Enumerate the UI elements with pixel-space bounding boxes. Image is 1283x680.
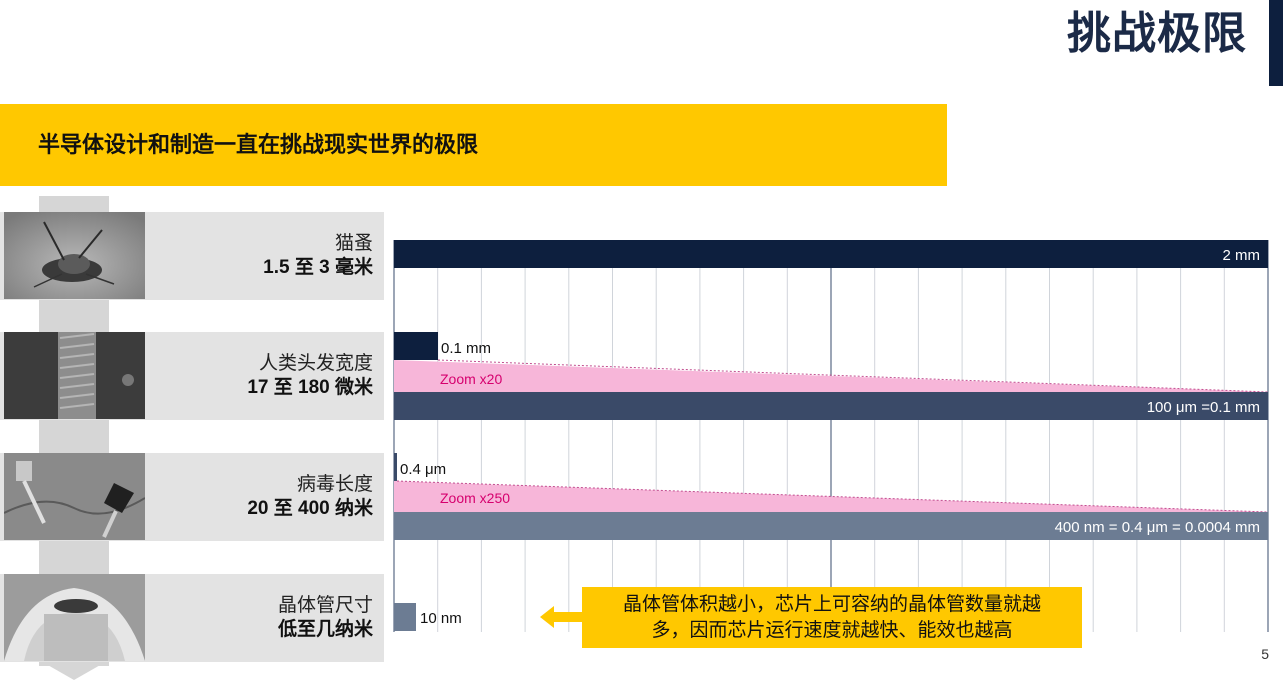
callout-text-line2: 多，因而芯片运行速度就越快、能效也越高 <box>651 620 1013 641</box>
label-hair-zoom: Zoom x20 <box>440 371 502 387</box>
callout-box <box>582 587 1082 648</box>
bar-transistor <box>394 603 416 631</box>
label-hair-full: 100 μm =0.1 mm <box>1147 399 1260 416</box>
row-size-virus: 20 至 400 纳米 <box>247 498 373 519</box>
row-name-hair: 人类头发宽度 <box>258 353 373 374</box>
row-name-flea: 猫蚤 <box>334 233 373 254</box>
label-virus-full: 400 nm = 0.4 μm = 0.0004 mm <box>1055 519 1260 536</box>
subtitle-banner <box>0 104 947 186</box>
bar-virus-full <box>394 512 1268 540</box>
hair-photo-icon <box>4 332 145 419</box>
zoom-hair-wedge <box>394 360 1268 392</box>
subtitle-text: 半导体设计和制造一直在挑战现实世界的极限 <box>38 132 479 157</box>
page-number: 5 <box>1261 646 1269 662</box>
chart-grid <box>393 240 1269 632</box>
label-virus-zoom: Zoom x250 <box>440 490 510 506</box>
title-accent-bar <box>1269 0 1283 86</box>
label-flea: 2 mm <box>1223 247 1261 264</box>
transistor-photo-icon <box>4 574 145 661</box>
bar-hair-small <box>394 332 438 360</box>
row-name-virus: 病毒长度 <box>296 474 373 495</box>
row-size-hair: 17 至 180 微米 <box>247 377 373 398</box>
flea-photo-icon <box>4 212 145 299</box>
label-virus-small: 0.4 μm <box>400 461 446 478</box>
callout-text-line1: 晶体管体积越小，芯片上可容纳的晶体管数量就越 <box>622 594 1041 615</box>
bar-hair-full <box>394 392 1268 420</box>
page-title: 挑战极限 <box>1067 9 1247 58</box>
bar-flea <box>394 240 1268 268</box>
virus-photo-icon <box>4 453 145 540</box>
bar-virus-small <box>394 453 397 481</box>
row-size-flea: 1.5 至 3 毫米 <box>263 257 373 278</box>
callout-arrow-icon <box>540 606 584 628</box>
row-name-transistor: 晶体管尺寸 <box>277 595 373 616</box>
label-hair-small: 0.1 mm <box>441 340 491 357</box>
row-size-transistor: 低至几纳米 <box>277 619 373 640</box>
label-transistor: 10 nm <box>420 610 462 627</box>
zoom-virus-wedge <box>394 481 1268 512</box>
scale-down-arrow-icon <box>39 660 109 680</box>
